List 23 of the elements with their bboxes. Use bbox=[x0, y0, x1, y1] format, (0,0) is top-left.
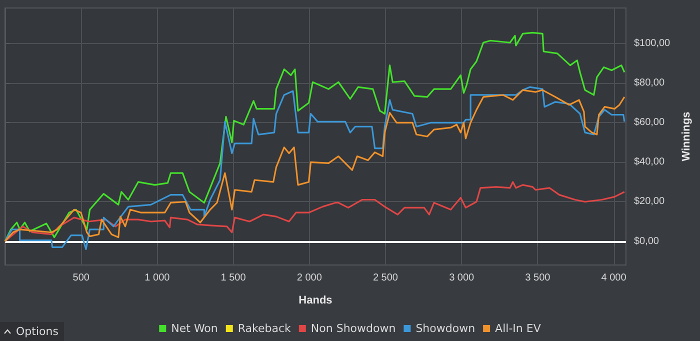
y-tick-label: $100,00 bbox=[634, 38, 671, 50]
legend-label: Non Showdown bbox=[310, 322, 396, 335]
y-tick-label: $60,00 bbox=[634, 117, 665, 128]
x-tick-label: 2 000 bbox=[296, 272, 322, 284]
x-tick-label: 2 500 bbox=[372, 272, 398, 284]
x-tick-label: 3 500 bbox=[525, 272, 551, 284]
legend-label: Showdown bbox=[416, 322, 476, 335]
y-tick-label: $20,00 bbox=[634, 196, 665, 208]
x-tick-label: 1 000 bbox=[144, 272, 170, 284]
y-tick-label: $0,00 bbox=[634, 236, 660, 247]
x-tick-label: 4 000 bbox=[601, 272, 627, 284]
legend-label: Net Won bbox=[171, 322, 218, 335]
text: Options bbox=[16, 324, 58, 340]
y-tick-label: $40,00 bbox=[634, 156, 665, 168]
x-tick-label: 500 bbox=[72, 272, 90, 284]
line-series bbox=[4, 181, 626, 242]
legend-label: All-In EV bbox=[495, 322, 542, 335]
y-axis-title: Winnings bbox=[680, 112, 692, 162]
legend-label: Rakeback bbox=[238, 322, 292, 335]
x-tick-label: 3 000 bbox=[449, 272, 475, 284]
y-tick-label: $80,00 bbox=[634, 78, 665, 89]
x-axis-title: Hands bbox=[298, 294, 332, 306]
x-tick-label: 1 500 bbox=[220, 272, 246, 284]
